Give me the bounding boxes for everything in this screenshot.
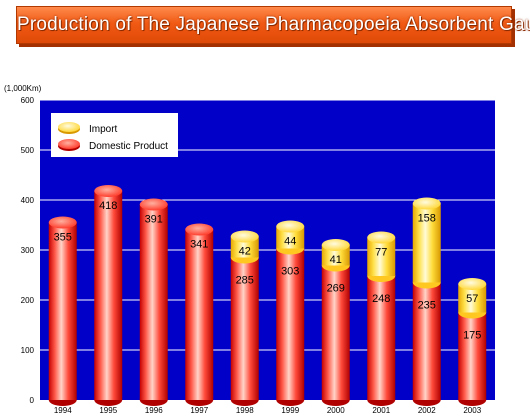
data-label-domestic: 355 xyxy=(54,232,72,244)
bar-domestic-body xyxy=(48,222,77,400)
y-tick-label: 300 xyxy=(21,246,35,255)
bar-domestic-body xyxy=(321,265,350,400)
bars: 355 418 391 341 285 42 303 44 269 41 248 77 235 158 17… xyxy=(48,185,487,406)
data-label-import: 41 xyxy=(330,254,342,266)
bar-domestic-cap xyxy=(48,216,77,229)
bar-domestic-body xyxy=(139,204,168,400)
legend-label-import: Import xyxy=(89,124,118,135)
bar-import-body xyxy=(276,226,305,249)
bar-import-cap xyxy=(230,230,259,243)
bar-1994: 355 xyxy=(48,216,77,406)
title-banner: Production of The Japanese Pharmacopoeia… xyxy=(16,6,530,44)
data-label-domestic: 418 xyxy=(99,200,117,212)
legend: Import Domestic Product xyxy=(51,113,178,157)
bar-domestic-body xyxy=(276,248,305,400)
data-label-domestic: 391 xyxy=(145,214,163,226)
bar-1995: 418 xyxy=(94,185,123,406)
x-tick-label: 1998 xyxy=(236,406,254,415)
bar-2001: 248 77 xyxy=(367,231,396,406)
x-tick-label: 1999 xyxy=(281,406,299,415)
bar-domestic-cap xyxy=(185,223,214,236)
data-label-domestic: 303 xyxy=(281,266,299,278)
bar-2002: 235 158 xyxy=(412,197,441,406)
y-axis: 0 100 200 300 400 500 600 xyxy=(21,96,35,405)
bar-import-cap xyxy=(321,239,350,251)
data-label-import: 57 xyxy=(466,293,478,305)
bar-domestic-body xyxy=(185,229,214,400)
y-tick-label: 400 xyxy=(21,196,35,205)
legend-swatch-import xyxy=(58,122,80,134)
x-tick-label: 1995 xyxy=(99,406,117,415)
page-title: Production of The Japanese Pharmacopoeia… xyxy=(17,14,530,35)
bar-domestic-cap xyxy=(139,198,168,211)
data-label-domestic: 269 xyxy=(327,283,345,295)
x-tick-label: 1996 xyxy=(145,406,163,415)
data-label-domestic: 248 xyxy=(372,293,390,305)
x-tick-label: 1997 xyxy=(190,406,208,415)
bar-domestic-body xyxy=(94,191,123,400)
data-label-import: 44 xyxy=(284,236,296,248)
x-tick-label: 1994 xyxy=(54,406,72,415)
x-tick-label: 2002 xyxy=(418,406,436,415)
bar-2000: 269 41 xyxy=(321,239,350,406)
data-label-domestic: 235 xyxy=(418,300,436,312)
legend-swatch-domestic xyxy=(58,139,80,151)
y-tick-label: 600 xyxy=(21,96,35,105)
bar-2003: 175 57 xyxy=(458,278,487,406)
data-label-domestic: 341 xyxy=(190,239,208,251)
x-tick-label: 2000 xyxy=(327,406,345,415)
y-tick-label: 200 xyxy=(21,296,35,305)
x-tick-label: 2001 xyxy=(372,406,390,415)
bar-1999: 303 44 xyxy=(276,220,305,406)
bar-1997: 341 xyxy=(185,223,214,406)
y-tick-label: 500 xyxy=(21,146,35,155)
bar-domestic-body xyxy=(458,312,487,400)
unit-label: (1,000Km) xyxy=(4,84,42,93)
data-label-domestic: 175 xyxy=(463,330,481,342)
bar-domestic-body xyxy=(230,257,259,400)
bar-1996: 391 xyxy=(139,198,168,406)
bar-import-cap xyxy=(367,231,396,244)
x-axis: 1994 1995 1996 1997 1998 1999 2000 2001 2002 2003 xyxy=(54,406,482,415)
bar-domestic-cap xyxy=(94,185,123,197)
bar-domestic-body xyxy=(367,276,396,400)
y-tick-label: 0 xyxy=(30,396,35,405)
data-label-import: 42 xyxy=(239,246,251,258)
data-label-import: 77 xyxy=(375,247,387,259)
bar-import-cap xyxy=(412,197,441,210)
bar-import-cap xyxy=(458,278,487,290)
bar-1998: 285 42 xyxy=(230,230,259,406)
x-tick-label: 2003 xyxy=(463,406,481,415)
bar-domestic-body xyxy=(412,282,441,400)
data-label-import: 158 xyxy=(418,213,436,225)
bar-import-body xyxy=(412,203,441,283)
bar-import-cap xyxy=(276,220,305,233)
y-tick-label: 100 xyxy=(21,346,35,355)
data-label-domestic: 285 xyxy=(236,275,254,287)
bar-import-body xyxy=(367,237,396,276)
bar-import-body xyxy=(230,236,259,258)
legend-label-domestic: Domestic Product xyxy=(89,141,168,152)
